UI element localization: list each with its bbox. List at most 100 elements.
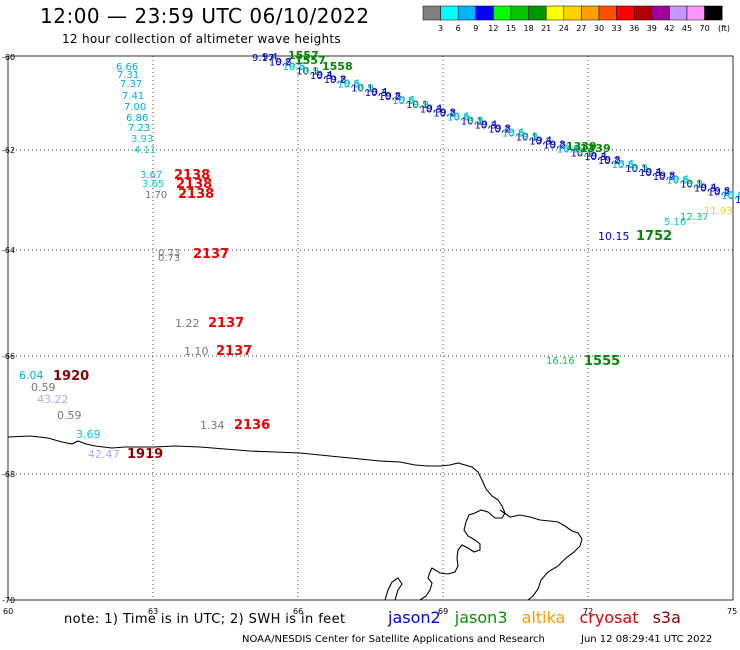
colorbar-swatch	[563, 5, 582, 21]
colorbar-label: 36	[629, 24, 639, 33]
colorbar-swatch	[581, 5, 600, 21]
page-subtitle: 12 hour collection of altimeter wave hei…	[62, 32, 341, 46]
legend-s3a: s3a	[652, 608, 681, 627]
legend-altika: altika	[521, 608, 566, 627]
wave-label: 7.41	[122, 91, 144, 102]
track-glyph: 9.4	[536, 135, 552, 146]
track-glyph: 10.5	[447, 112, 469, 123]
wave-label: 2137	[193, 247, 229, 262]
track-glyph: 10.3	[310, 71, 332, 82]
graticule	[8, 56, 733, 600]
track-glyph: 9.6	[619, 159, 635, 170]
track-glyph: 9.8	[660, 171, 676, 182]
colorbar-swatch	[475, 5, 494, 21]
x-tick: 63	[148, 607, 158, 616]
wave-label: 1555	[584, 354, 620, 369]
legend-cryosat: cryosat	[579, 608, 639, 627]
footer-timestamp: Jun 12 08:29:41 UTC 2022	[581, 634, 713, 645]
colorbar-swatch	[704, 5, 723, 21]
wave-label: 6.86	[126, 113, 148, 124]
track-glyph: 10.5	[392, 96, 414, 107]
track-glyph: 10.2	[379, 92, 401, 103]
track-glyph: 9.6	[564, 143, 580, 154]
track-glyph: 9.4	[427, 103, 443, 114]
colorbar-swatch	[669, 5, 688, 21]
colorbar-label: 15	[506, 24, 516, 33]
track-glyph: 10.1	[735, 195, 740, 206]
track-glyph: 9.4	[372, 87, 388, 98]
track-glyph: 9.9	[303, 66, 319, 77]
colorbar: 3 6 9 12 15 18 21 24 27 30 33 36 39 42 45 70 (ft)	[422, 5, 730, 33]
wave-label: 1557	[295, 54, 326, 67]
track-glyph: 9.9	[687, 179, 703, 190]
track-glyph: 9.8	[550, 139, 566, 150]
wave-label: 6.04	[19, 369, 44, 382]
x-tick: 69	[438, 607, 448, 616]
colorbar-swatch	[651, 5, 670, 21]
track-glyph: 10.1	[680, 180, 702, 191]
y-tick: -68	[2, 470, 15, 479]
colorbar-label: 9	[473, 24, 478, 33]
wave-label: 0.59	[57, 409, 82, 422]
track-glyph: 9.8	[331, 74, 347, 85]
track-glyph: 10.2	[708, 187, 730, 198]
wave-label: 1920	[53, 369, 89, 384]
satellite-track: 9.410.29.810.59.610.19.910.39.410.29.810…	[262, 52, 740, 206]
track-glyph: 9.9	[413, 99, 429, 110]
track-glyph: 9.4	[701, 182, 717, 193]
wave-label: 3.93	[131, 134, 153, 145]
track-glyph: 10.5	[337, 80, 359, 91]
footer-credit: NOAA/NESDIS Center for Satellite Applica…	[242, 634, 545, 645]
wave-label: 9.17	[252, 53, 274, 64]
y-tick: -70	[2, 596, 15, 605]
wave-label: 2137	[208, 316, 244, 331]
colorbar-swatch	[422, 5, 441, 21]
colorbar-swatch	[545, 5, 565, 21]
track-glyph: 10.1	[461, 116, 483, 127]
wave-label: 1.22	[175, 317, 200, 330]
wave-label: 43.22	[37, 393, 69, 406]
track-glyph: 10.3	[365, 88, 387, 99]
track-glyph: 9.4	[591, 151, 607, 162]
colorbar-label: 3	[438, 24, 443, 33]
x-tick: 66	[293, 607, 303, 616]
x-tick: 75	[727, 607, 737, 616]
coastline	[7, 435, 583, 601]
satellite-legend: jason2 jason3 altika cryosat s3a	[388, 608, 690, 627]
wave-label: 1752	[636, 229, 672, 244]
track-glyph: 9.8	[276, 57, 292, 68]
track-glyph: 10.1	[516, 132, 538, 143]
y-tick: -62	[2, 146, 15, 155]
track-glyph: 9.4	[646, 167, 662, 178]
track-glyph: 10.3	[639, 168, 661, 179]
wave-label: 16.16	[546, 356, 575, 367]
page-title: 12:00 — 23:59 UTC 06/10/2022	[40, 4, 370, 28]
track-glyph: 10.1	[625, 164, 647, 175]
y-tick: -66	[2, 352, 15, 361]
x-tick: 72	[583, 607, 593, 616]
track-glyph: 9.9	[358, 83, 374, 94]
track-glyph: 10.5	[283, 62, 305, 73]
track-glyph: 9.8	[385, 91, 401, 102]
track-glyph: 10.3	[475, 121, 497, 132]
note-text: note: 1) Time is in UTC; 2) SWH is in fe…	[64, 612, 346, 627]
colorbar-unit: (ft)	[718, 24, 730, 33]
legend-jason2: jason2	[388, 608, 441, 627]
wave-label: 1.34	[200, 419, 225, 432]
colorbar-label: 24	[559, 24, 569, 33]
wave-label: 1339	[566, 140, 597, 153]
wave-label: 3.69	[76, 428, 101, 441]
track-glyph: 10.5	[721, 191, 740, 202]
wave-label: 2138	[174, 168, 210, 183]
wave-label: 5.16	[664, 217, 686, 228]
track-glyph: 9.4	[481, 120, 497, 131]
colorbar-swatch	[440, 5, 459, 21]
track-glyph: 10.2	[598, 156, 620, 167]
track-glyph: 9.9	[632, 163, 648, 174]
track-glyph: 9.4	[262, 52, 278, 63]
wave-label: 7.23	[128, 123, 150, 134]
track-glyph: 10.1	[351, 84, 373, 95]
colorbar-label: 6	[456, 24, 461, 33]
colorbar-swatch	[616, 5, 635, 21]
